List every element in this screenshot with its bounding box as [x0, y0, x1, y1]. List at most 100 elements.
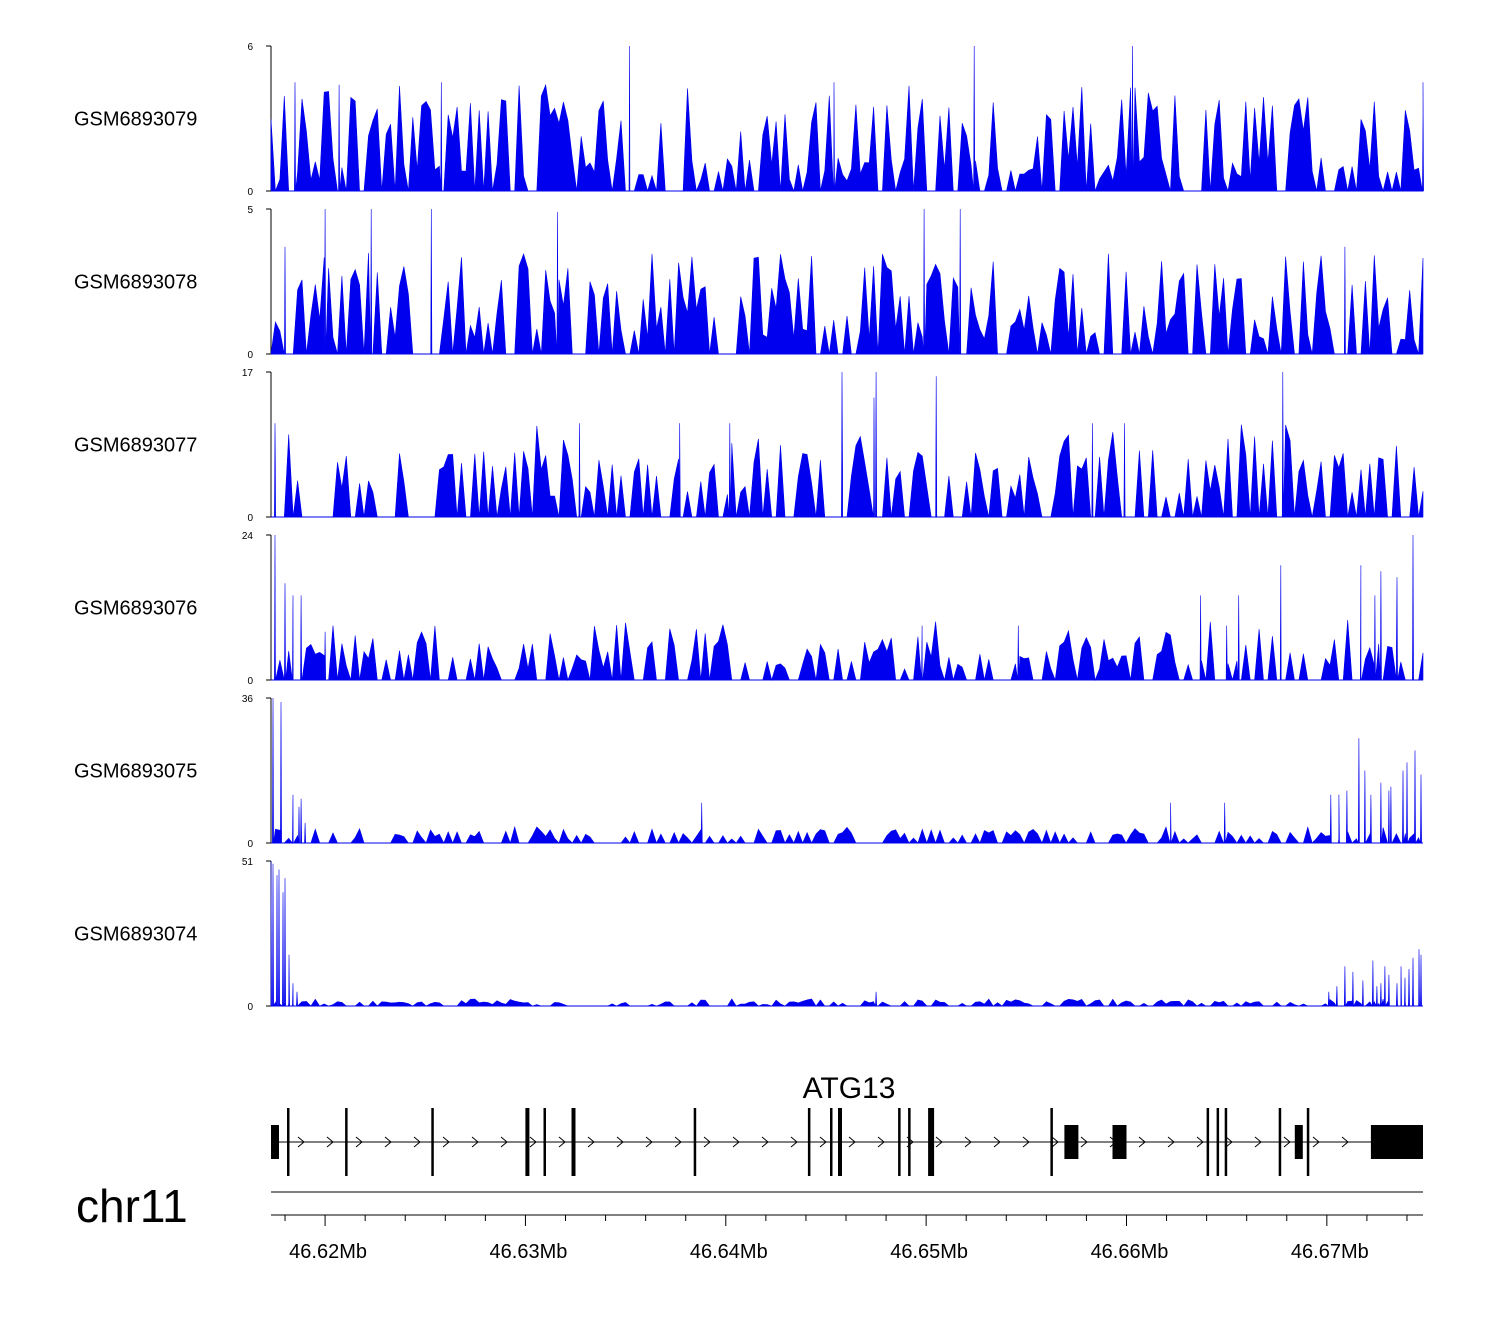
strand-arrow: [761, 1136, 769, 1148]
axis-tick-label: 46.63Mb: [490, 1241, 568, 1263]
strand-arrow: [471, 1136, 479, 1148]
strand-arrow: [674, 1136, 682, 1148]
exon: [908, 1108, 911, 1176]
strand-arrow: [355, 1136, 363, 1148]
exon: [1064, 1125, 1079, 1159]
y-tick-min-label: 0: [247, 513, 253, 524]
y-tick-max-label: 17: [242, 368, 254, 379]
strand-arrow: [935, 1136, 943, 1148]
axis-tick-label: 46.65Mb: [890, 1241, 968, 1263]
signal-tracks: GSM689307960GSM689307850GSM6893077170GSM…: [74, 42, 1424, 1013]
y-tick-max-label: 24: [242, 531, 254, 542]
y-tick-min-label: 0: [247, 676, 253, 687]
strand-arrow: [1254, 1136, 1262, 1148]
chromosome-label: chr11: [76, 1180, 188, 1232]
strand-arrow: [413, 1136, 421, 1148]
strand-arrow: [1196, 1136, 1204, 1148]
exon: [525, 1108, 530, 1176]
genome-axis: chr11 46.62Mb 46.63Mb 46.64Mb 46.65Mb 46.66Mb…: [76, 1180, 1423, 1263]
strand-arrow: [297, 1136, 305, 1148]
gene-model-track: ATG13: [271, 1072, 1423, 1176]
axis-tick-label: 46.67Mb: [1291, 1241, 1369, 1263]
track-label: GSM6893076: [74, 598, 197, 620]
strand-arrow: [1138, 1136, 1146, 1148]
exon: [1278, 1108, 1282, 1176]
strand-arrow: [1051, 1136, 1059, 1148]
exon: [1112, 1125, 1127, 1159]
track-GSM6893076: GSM6893076 24 0: [74, 531, 1424, 687]
y-tick-max-label: 6: [247, 42, 253, 53]
exon: [345, 1108, 348, 1176]
strand-arrow: [1312, 1136, 1320, 1148]
exon: [1370, 1125, 1423, 1159]
exon: [1306, 1108, 1310, 1176]
strand-arrow: [993, 1136, 1001, 1148]
track-label: GSM6893077: [74, 435, 197, 457]
exon: [431, 1108, 434, 1176]
y-tick-min-label: 0: [247, 839, 253, 850]
y-tick-min-label: 0: [247, 350, 253, 361]
exon: [1224, 1108, 1228, 1176]
strand-arrow: [1022, 1136, 1030, 1148]
strand-arrow: [819, 1136, 827, 1148]
y-tick-min-label: 0: [247, 1002, 253, 1013]
strand-arrow: [703, 1136, 711, 1148]
strand-arrow: [500, 1136, 508, 1148]
exon: [830, 1108, 833, 1176]
track-label: GSM6893074: [74, 924, 197, 946]
strand-arrow: [1225, 1136, 1233, 1148]
track-label: GSM6893078: [74, 272, 197, 294]
exon: [1206, 1108, 1210, 1176]
exon: [693, 1108, 697, 1176]
y-tick-max-label: 51: [242, 857, 254, 868]
track-label: GSM6893075: [74, 761, 197, 783]
strand-arrow: [558, 1136, 566, 1148]
strand-arrow: [732, 1136, 740, 1148]
exon: [928, 1108, 935, 1176]
strand-arrow: [529, 1136, 537, 1148]
gene-name-label: ATG13: [803, 1072, 896, 1105]
signal-area: [270, 208, 1424, 355]
exon: [271, 1125, 279, 1159]
exon: [287, 1108, 290, 1176]
track-GSM6893078: GSM6893078 5 0: [74, 205, 1424, 361]
signal-area: [271, 697, 1423, 845]
exon: [1216, 1108, 1220, 1176]
strand-arrow: [645, 1136, 653, 1148]
signal-area: [270, 860, 1423, 1008]
strand-arrow: [1341, 1136, 1349, 1148]
exon: [1050, 1108, 1053, 1176]
y-tick-max-label: 5: [247, 205, 253, 216]
axis-tick-label: 46.64Mb: [690, 1241, 768, 1263]
strand-arrow: [326, 1136, 334, 1148]
y-tick-min-label: 0: [247, 187, 253, 198]
strand-arrow: [384, 1136, 392, 1148]
axis-tick-label: 46.66Mb: [1091, 1241, 1169, 1263]
strand-arrow: [877, 1136, 885, 1148]
y-tick-max-label: 36: [242, 694, 254, 705]
axis-tick-label: 46.62Mb: [289, 1241, 367, 1263]
exon: [1294, 1125, 1303, 1159]
signal-area: [271, 371, 1424, 518]
strand-arrow: [1080, 1136, 1088, 1148]
exon: [898, 1108, 901, 1176]
exon: [838, 1108, 842, 1176]
track-GSM6893077: GSM6893077 17 0: [74, 368, 1424, 524]
strand-arrow: [442, 1136, 450, 1148]
strand-arrow: [1283, 1136, 1291, 1148]
strand-arrow: [964, 1136, 972, 1148]
track-GSM6893079: GSM6893079 6 0: [74, 42, 1424, 198]
signal-area: [271, 534, 1424, 682]
strand-arrow: [616, 1136, 624, 1148]
strand-arrow: [848, 1136, 856, 1148]
exon: [807, 1108, 811, 1176]
strand-arrow: [790, 1136, 798, 1148]
exon: [571, 1108, 576, 1176]
track-GSM6893074: GSM6893074 51 0: [74, 857, 1423, 1013]
track-label: GSM6893079: [74, 109, 197, 131]
signal-area: [270, 45, 1424, 193]
exon: [543, 1108, 546, 1176]
strand-arrow: [587, 1136, 595, 1148]
strand-arrow: [1167, 1136, 1175, 1148]
